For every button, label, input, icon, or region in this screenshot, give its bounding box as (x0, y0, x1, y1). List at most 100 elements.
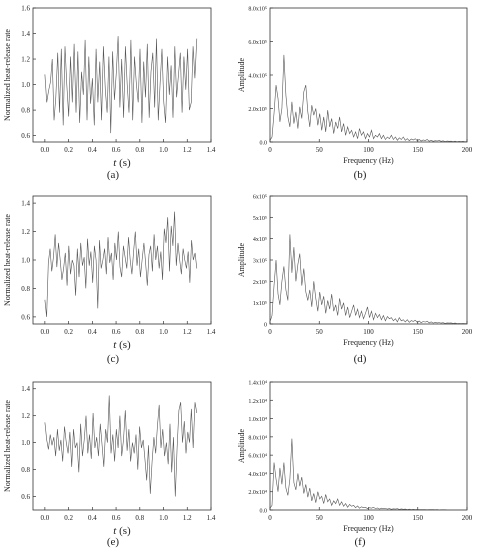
y-tick-label: 5x10⁵ (253, 216, 267, 222)
y-tick-label: 1.4 (21, 30, 30, 38)
x-axis-title-unit: (s) (116, 525, 131, 537)
x-axis-title-variable: t (113, 157, 117, 169)
chart-panel-2: 0 50 100 150 200 0.0 2.0x10⁵ 4.0x10⁵ 6.0x10⁵ 8.0x… (237, 7, 473, 182)
x-tick-label: 0 (268, 514, 272, 522)
y-tick-label: 0 (264, 323, 267, 329)
y-tick-label: 2x10⁵ (253, 280, 267, 286)
x-axis-title-unit: (s) (116, 339, 131, 351)
x-tick-label: 50 (316, 328, 324, 336)
y-tick-label: 1.0 (21, 257, 30, 265)
x-tick-label: 1.2 (183, 146, 192, 154)
x-tick-label: 0.8 (135, 328, 144, 336)
x-axis-title: t (s) (113, 339, 131, 351)
x-tick-label: 0.8 (135, 146, 144, 154)
panel-label: (f) (355, 536, 366, 548)
y-tick-label: 0.0 (260, 141, 268, 147)
x-axis-title: Frequency (Hz) (343, 524, 394, 533)
y-axis-title: Normalized heat-release rate (3, 214, 12, 306)
chart-panel-3: 0.0 0.2 0.4 0.6 0.8 1.0 1.2 1.4 0.6 0.8 1.0 1.2 1.4 t… (3, 195, 216, 365)
y-tick-label: 6.0x10⁵ (248, 40, 267, 46)
x-tick-label: 200 (462, 146, 473, 154)
x-tick-label: 0.2 (64, 328, 73, 336)
y-tick-label: 6.0x10⁴ (248, 454, 267, 460)
plot-frame (269, 195, 468, 325)
series-line (269, 234, 468, 324)
x-tick-label: 0.4 (88, 514, 97, 522)
x-axis-title: t (s) (113, 157, 131, 169)
x-tick-label: 100 (363, 328, 374, 336)
plot-frame (269, 381, 468, 511)
y-tick-label: 4.0x10⁴ (248, 472, 267, 478)
series-line (269, 54, 468, 143)
y-tick-label: 8.0x10⁴ (248, 435, 267, 441)
x-tick-label: 0.8 (135, 514, 144, 522)
chart-panel-4: 0 50 100 150 200 0 1x10⁵ 2x10⁵ 3x10⁵ 4x10⁵ 5x10⁵ 6x… (237, 195, 473, 366)
x-tick-label: 1.0 (159, 328, 168, 336)
y-tick-label: 1.2x10⁴ (248, 399, 267, 405)
x-tick-label: 0.6 (112, 328, 121, 336)
series-line (44, 211, 198, 317)
x-tick-label: 150 (413, 328, 424, 336)
x-tick-label: 0.0 (40, 146, 49, 154)
y-tick-label: 2.0x10⁵ (248, 107, 267, 113)
x-tick-label: 0.2 (64, 514, 73, 522)
y-axis-title: Normalized heat-release rate (3, 29, 12, 121)
x-tick-label: 150 (413, 146, 424, 154)
panel-label: (e) (107, 536, 120, 548)
chart-panel-5: 0.0 0.2 0.4 0.6 0.8 1.0 1.2 1.4 0.6 0.8 1.0 1.2 1.4 t… (3, 381, 216, 548)
x-tick-label: 50 (316, 514, 324, 522)
y-tick-label: 1x10⁵ (253, 301, 267, 307)
panel-label: (d) (354, 353, 367, 365)
y-tick-label: 0.8 (21, 466, 30, 474)
x-axis-title-unit: (s) (116, 157, 131, 169)
y-tick-label: 0.6 (21, 493, 30, 501)
series-line (269, 438, 467, 511)
x-tick-label: 100 (363, 146, 374, 154)
x-tick-label: 50 (316, 146, 324, 154)
y-tick-label: 1.6 (21, 5, 30, 13)
y-tick-label: 6x10⁵ (253, 195, 267, 201)
x-tick-label: 1.2 (183, 328, 192, 336)
y-tick-label: 1.2 (21, 412, 30, 420)
x-tick-label: 1.2 (183, 514, 192, 522)
x-tick-label: 0.0 (40, 514, 49, 522)
y-axis-title: Amplitude (237, 242, 246, 277)
x-tick-label: 1.0 (159, 146, 168, 154)
x-tick-label: 200 (462, 328, 473, 336)
x-axis-title: t (s) (113, 525, 131, 537)
chart-panel-6: 0 50 100 150 200 0.0 2.0x10⁴ 4.0x10⁴ 6.0x10⁴ 8.0x… (237, 381, 473, 549)
series-line (44, 395, 198, 497)
y-tick-label: 0.8 (21, 285, 30, 293)
y-tick-label: 1.2 (21, 228, 30, 236)
x-tick-label: 1.4 (207, 328, 216, 336)
panel-label: (a) (107, 169, 120, 181)
y-tick-label: 1.4 (21, 200, 30, 208)
y-tick-label: 0.0 (260, 509, 268, 515)
x-tick-label: 0 (268, 328, 272, 336)
y-tick-label: 2.0x10⁴ (248, 490, 267, 496)
y-tick-label: 1.4x10⁴ (248, 381, 267, 387)
x-tick-label: 0.4 (88, 146, 97, 154)
x-tick-label: 200 (462, 514, 473, 522)
x-axis-title-variable: t (113, 339, 117, 351)
x-tick-label: 1.0 (159, 514, 168, 522)
y-axis-title: Amplitude (237, 428, 246, 463)
x-tick-label: 0.4 (88, 328, 97, 336)
y-tick-label: 1.0 (21, 439, 30, 447)
x-tick-label: 0.6 (112, 146, 121, 154)
x-tick-label: 1.4 (207, 514, 216, 522)
series-line (44, 36, 198, 134)
plot-frame (32, 7, 212, 143)
y-tick-label: 0.8 (21, 107, 30, 115)
plot-frame (269, 7, 468, 143)
y-tick-label: 1.0 (21, 81, 30, 89)
panel-label: (b) (354, 169, 367, 181)
x-tick-label: 0 (268, 146, 272, 154)
x-tick-label: 0.6 (112, 514, 121, 522)
x-tick-label: 0.2 (64, 146, 73, 154)
y-tick-label: 0.6 (21, 313, 30, 321)
x-tick-label: 1.4 (207, 146, 216, 154)
x-tick-label: 100 (363, 514, 374, 522)
chart-panel-1: 0.0 0.2 0.4 0.6 0.8 1.0 1.2 1.4 0.6 0.8 1.0 1.2 1.4 1… (3, 5, 216, 182)
